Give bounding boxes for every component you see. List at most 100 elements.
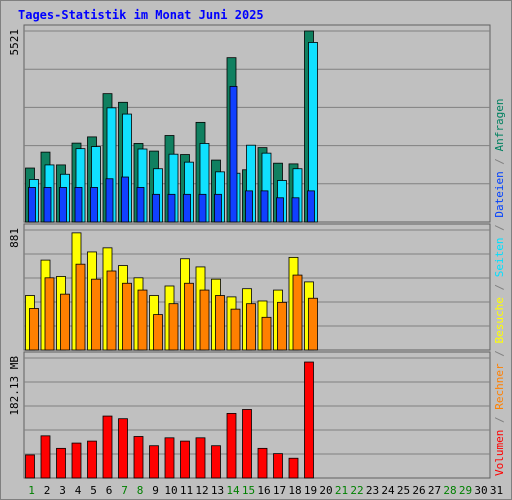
- volumen-bar: [257, 447, 268, 479]
- chart-title: Tages-Statistik im Monat Juni 2025: [18, 8, 264, 22]
- rechner-bar: [75, 263, 86, 351]
- rechner-bar: [122, 282, 132, 351]
- day-tick-label: 4: [75, 484, 82, 497]
- day-tick-label: 11: [180, 484, 193, 497]
- rechner-bar: [153, 314, 163, 351]
- dateien-bar: [307, 190, 315, 223]
- day-tick-label: 15: [242, 484, 255, 497]
- dateien-bar: [74, 187, 83, 223]
- dateien-bar: [167, 193, 176, 223]
- legend-entry: Anfragen: [493, 98, 506, 151]
- day-tick-label: 5: [90, 484, 97, 497]
- rechner-bar: [277, 301, 287, 351]
- requests-panel-ymax-label: 5521: [8, 29, 21, 56]
- dateien-bar: [245, 190, 253, 223]
- dateien-bar: [260, 190, 269, 223]
- dateien-bar: [121, 176, 129, 223]
- dateien-bar: [59, 187, 67, 223]
- legend-entry: /: [493, 344, 506, 364]
- dateien-bar: [183, 193, 191, 223]
- volume-panel-ymax-label: 182.13 MB: [8, 356, 21, 416]
- rechner-bar: [215, 295, 225, 351]
- visits-panel-background: [23, 223, 491, 351]
- day-tick-label: 21: [335, 484, 348, 497]
- dateien-bar: [105, 178, 114, 223]
- volumen-bar: [71, 442, 82, 479]
- day-tick-label: 12: [195, 484, 208, 497]
- dateien-bar: [276, 197, 284, 223]
- day-tick-label: 20: [319, 484, 332, 497]
- requests-panel-background: [23, 24, 491, 223]
- day-tick-label: 25: [397, 484, 410, 497]
- volumen-bar: [56, 447, 66, 479]
- dateien-bar: [136, 187, 145, 223]
- legend-entry: Dateien: [493, 171, 506, 217]
- rechner-bar: [261, 316, 272, 351]
- rechner-bar: [246, 303, 256, 351]
- legend: Volumen / Rechner / Besuche / Seiten / D…: [493, 98, 506, 476]
- volumen-bar: [211, 445, 221, 479]
- volumen-bar: [242, 409, 252, 479]
- volumen-bar: [25, 454, 35, 479]
- volumen-bar: [40, 435, 51, 479]
- day-tick-label: 26: [412, 484, 425, 497]
- legend-entry: /: [493, 218, 506, 238]
- volumen-bar: [195, 437, 206, 479]
- day-tick-label: 29: [459, 484, 472, 497]
- day-tick-label: 19: [304, 484, 317, 497]
- day-tick-label: 2: [44, 484, 51, 497]
- rechner-bar: [91, 278, 101, 351]
- volumen-bar: [133, 436, 144, 479]
- rechner-bar: [230, 308, 241, 351]
- volumen-bar: [102, 415, 113, 479]
- rechner-bar: [137, 289, 148, 351]
- rechner-bar: [184, 282, 194, 351]
- day-tick-label: 31: [490, 484, 503, 497]
- dateien-bar: [229, 85, 238, 223]
- day-tick-label: 1: [28, 484, 35, 497]
- legend-entry: Besuche: [493, 297, 506, 343]
- volumen-bar: [87, 440, 97, 479]
- volumen-bar: [273, 453, 283, 479]
- legend-entry: /: [493, 410, 506, 430]
- day-tick-label: 28: [443, 484, 456, 497]
- day-tick-label: 8: [137, 484, 144, 497]
- volumen-bar: [304, 361, 314, 479]
- dateien-bar: [214, 193, 222, 223]
- day-tick-label: 16: [257, 484, 270, 497]
- visits-panel-ymax-label: 881: [8, 228, 21, 248]
- rechner-bar: [308, 297, 318, 351]
- volumen-bar: [149, 445, 159, 479]
- volumen-bar: [288, 457, 299, 479]
- volumen-bar: [180, 440, 190, 479]
- rechner-bar: [199, 289, 210, 351]
- rechner-bar: [44, 277, 55, 351]
- legend-entry: Rechner: [493, 363, 506, 410]
- day-tick-label: 18: [288, 484, 301, 497]
- rechner-bar: [292, 274, 303, 351]
- volumen-bar: [118, 418, 128, 479]
- dateien-bar: [152, 193, 160, 223]
- day-tick-label: 9: [152, 484, 159, 497]
- legend-entry: /: [493, 151, 506, 171]
- day-tick-label: 6: [106, 484, 113, 497]
- rechner-bar: [168, 303, 179, 351]
- day-tick-label: 24: [381, 484, 395, 497]
- volume-panel-background: [23, 351, 491, 479]
- volumen-bar: [226, 413, 237, 479]
- day-tick-label: 7: [121, 484, 128, 497]
- day-tick-label: 27: [428, 484, 441, 497]
- day-tick-label: 22: [350, 484, 363, 497]
- day-tick-label: 30: [474, 484, 487, 497]
- rechner-bar: [106, 270, 117, 351]
- legend-entry: Volumen: [493, 430, 506, 476]
- dateien-bar: [43, 187, 52, 223]
- rechner-bar: [60, 293, 70, 351]
- dateien-bar: [198, 193, 207, 223]
- day-tick-label: 17: [273, 484, 286, 497]
- day-tick-label: 14: [226, 484, 240, 497]
- day-tick-label: 10: [164, 484, 177, 497]
- dateien-bar: [90, 187, 98, 223]
- dateien-bar: [291, 197, 300, 223]
